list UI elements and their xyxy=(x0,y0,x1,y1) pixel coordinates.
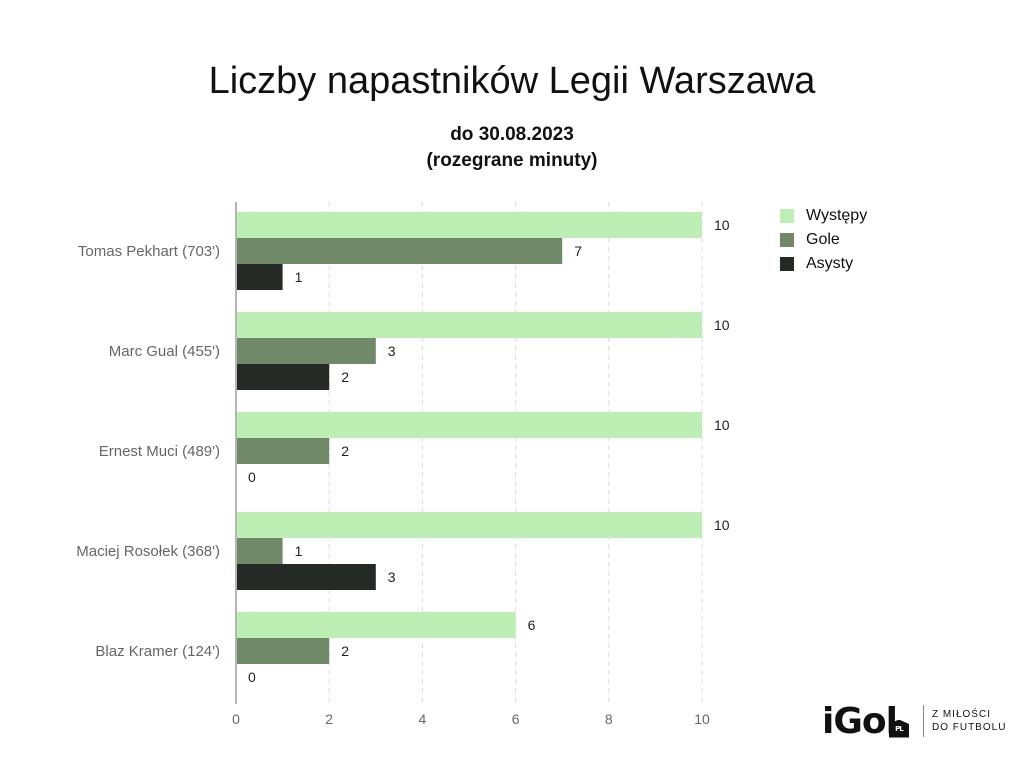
legend: Występy Gole Asysty xyxy=(780,204,867,276)
bar-0 xyxy=(236,312,702,338)
bar-1 xyxy=(236,538,283,564)
bar-2 xyxy=(236,264,283,290)
category-label: Tomas Pekhart (703') xyxy=(78,243,220,260)
category-label: Marc Gual (455') xyxy=(109,343,220,360)
category-label: Blaz Kramer (124') xyxy=(95,643,220,660)
chart-subtitle-line-2: (rozegrane minuty) xyxy=(426,150,598,171)
logo-tagline: Z MIŁOŚCI DO FUTBOLU xyxy=(932,708,1006,734)
data-label: 1 xyxy=(295,543,303,559)
logo-divider xyxy=(922,705,924,737)
legend-swatch xyxy=(780,233,794,247)
logo-wordmark: iGol PL xyxy=(822,700,909,742)
data-label: 7 xyxy=(574,243,582,259)
legend-item-gole: Gole xyxy=(780,228,867,252)
bar-1 xyxy=(236,338,376,364)
chart-subtitle: do 30.08.2023 (rozegrane minuty) xyxy=(0,122,1024,174)
data-label: 10 xyxy=(714,217,730,233)
bar-0 xyxy=(236,512,702,538)
igol-logo: iGol PL Z MIŁOŚCI DO FUTBOLU xyxy=(822,698,1006,744)
category-label: Maciej Rosołek (368') xyxy=(76,543,220,560)
bars xyxy=(236,212,702,664)
data-label: 10 xyxy=(714,417,730,433)
x-tick-label: 0 xyxy=(232,711,240,727)
legend-label: Asysty xyxy=(806,255,854,272)
tagline-line-2: DO FUTBOLU xyxy=(931,722,1007,733)
bar-1 xyxy=(236,238,563,264)
x-tick-label: 2 xyxy=(325,711,333,727)
data-label: 0 xyxy=(248,469,256,485)
data-label: 3 xyxy=(388,343,396,359)
data-label: 0 xyxy=(248,669,256,685)
bar-1 xyxy=(236,438,330,464)
x-tick-label: 4 xyxy=(419,711,427,727)
data-label: 6 xyxy=(528,617,536,633)
bar-2 xyxy=(236,564,376,590)
data-label: 3 xyxy=(388,569,396,585)
data-label: 2 xyxy=(341,443,349,459)
legend-item-asysty: Asysty xyxy=(780,252,867,276)
x-tick-label: 6 xyxy=(512,711,520,727)
logo-text: iGol xyxy=(822,700,898,742)
data-label: 10 xyxy=(714,317,730,333)
bar-0 xyxy=(236,212,702,238)
bar-1 xyxy=(236,638,330,664)
data-label: 2 xyxy=(341,369,349,385)
x-tick-label: 8 xyxy=(605,711,613,727)
chart-subtitle-line-1: do 30.08.2023 xyxy=(450,124,574,145)
category-label: Ernest Muci (489') xyxy=(99,443,220,460)
legend-label: Występy xyxy=(806,207,868,224)
tagline-line-1: Z MIŁOŚCI xyxy=(931,709,991,720)
x-tick-label: 10 xyxy=(694,711,710,727)
bar-0 xyxy=(236,612,516,638)
data-label: 1 xyxy=(295,269,303,285)
data-label: 2 xyxy=(341,643,349,659)
legend-label: Gole xyxy=(806,231,840,248)
legend-item-wystepy: Występy xyxy=(780,204,867,228)
data-label: 10 xyxy=(714,517,730,533)
logo-badge: PL xyxy=(888,719,909,738)
legend-swatch xyxy=(780,257,794,271)
bar-0 xyxy=(236,412,702,438)
legend-swatch xyxy=(780,209,794,223)
chart-title: Liczby napastników Legii Warszawa xyxy=(208,60,816,102)
bar-2 xyxy=(236,364,330,390)
